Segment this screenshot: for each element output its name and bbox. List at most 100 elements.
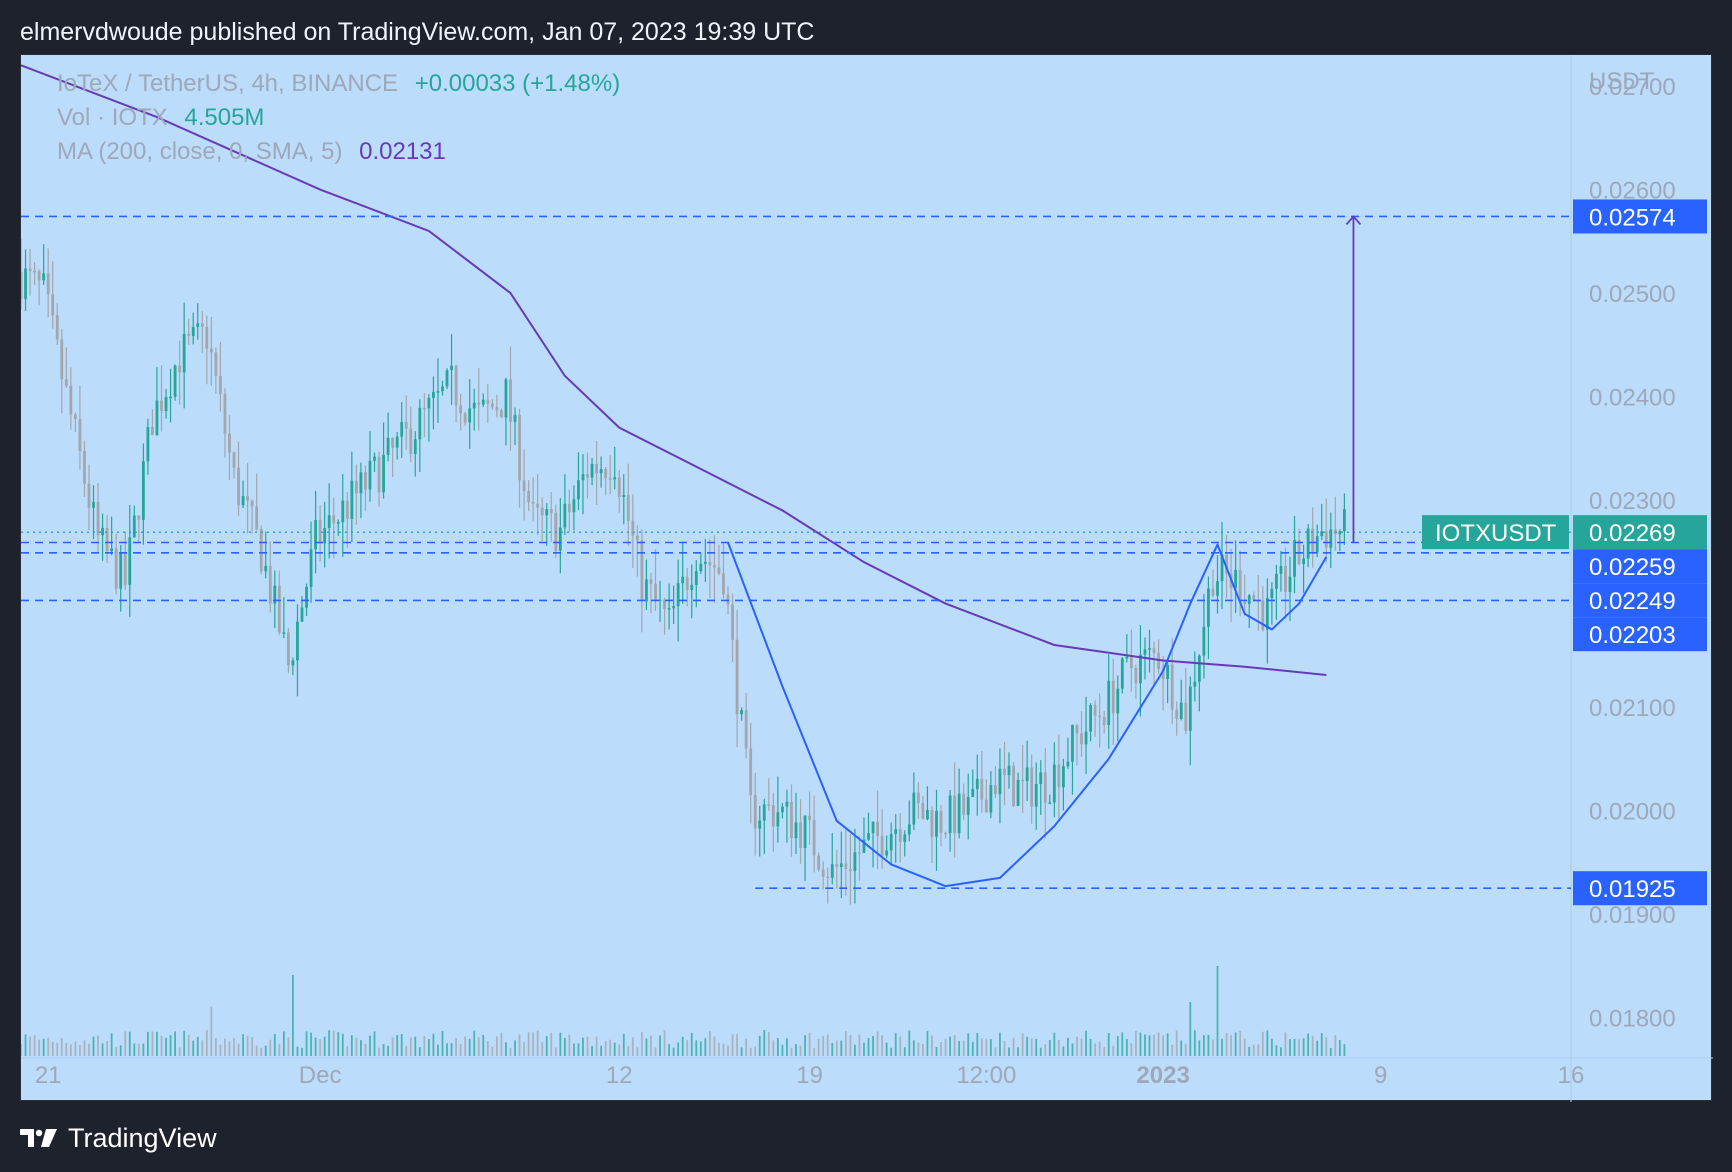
volume-bar — [541, 1042, 544, 1056]
candle-body — [1125, 656, 1129, 659]
volume-bar — [1148, 1035, 1151, 1056]
candle-body — [1007, 765, 1011, 776]
candle-body — [155, 400, 159, 436]
legend-volume-row: Vol · IOTX 4.505M — [57, 103, 264, 133]
volume-bar — [219, 1044, 222, 1056]
volume-bar — [287, 1037, 290, 1056]
candle-body — [1288, 576, 1292, 592]
candle-body — [984, 799, 988, 813]
x-tick-label: 21 — [35, 1062, 62, 1089]
volume-bar — [722, 1043, 725, 1056]
volume-bar — [51, 1041, 54, 1056]
volume-bar — [97, 1035, 99, 1056]
candle-body — [255, 506, 259, 530]
volume-bar — [83, 1040, 86, 1056]
candle-body — [907, 824, 911, 835]
candle-body — [373, 456, 376, 461]
candle-body — [1279, 565, 1283, 574]
candle-body — [377, 456, 381, 493]
candle-body — [69, 385, 73, 415]
volume-bar — [42, 1038, 45, 1056]
volume-bar — [840, 1040, 843, 1056]
volume-bar — [1067, 1037, 1069, 1056]
volume-bar — [659, 1035, 661, 1056]
volume-bar — [233, 1038, 235, 1056]
volume-bar — [364, 1043, 367, 1056]
candle-body — [794, 822, 798, 839]
volume-bar — [1184, 1043, 1187, 1056]
volume-bar — [795, 1044, 797, 1056]
candle-body — [699, 563, 703, 572]
candle-body — [1111, 680, 1115, 714]
level-price-tag-label: 0.02249 — [1589, 588, 1676, 615]
volume-bar — [1103, 1047, 1106, 1056]
symbol-tag-label: IOTXUSDT — [1435, 520, 1557, 547]
candle-body — [1220, 554, 1224, 582]
volume-bar — [1293, 1039, 1296, 1056]
candle-body — [28, 268, 32, 271]
volume-bar — [119, 1045, 122, 1056]
candle-body — [169, 396, 172, 399]
volume-bar — [618, 1044, 621, 1056]
footer-brand-label: TradingView — [68, 1122, 217, 1153]
candle-body — [459, 405, 463, 414]
volume-bar — [133, 1043, 136, 1056]
volume-bar — [808, 1032, 811, 1056]
volume-bar — [396, 1035, 399, 1056]
candle-body — [382, 454, 385, 493]
volume-bar — [790, 1047, 793, 1056]
candle-body — [400, 421, 404, 437]
candle-body — [1057, 764, 1061, 788]
last-price-tag — [1573, 515, 1707, 550]
legend-change: +0.00033 (+1.48%) — [414, 70, 621, 97]
volume-bar — [690, 1032, 693, 1056]
volume-bar — [1116, 1036, 1119, 1056]
volume-bar — [1334, 1035, 1337, 1056]
candle-body — [781, 806, 784, 813]
candle-body — [867, 832, 870, 840]
candle-body — [1143, 649, 1147, 655]
volume-bar — [980, 1038, 983, 1056]
volume-bar — [1207, 1034, 1210, 1056]
candle-body — [744, 710, 748, 749]
legend-volume-value: 4.505M — [184, 104, 265, 131]
candle-body — [490, 403, 494, 408]
candle-body — [33, 270, 36, 273]
candle-body — [1170, 664, 1174, 710]
candle-body — [726, 594, 730, 605]
x-tick-label: Dec — [299, 1062, 342, 1089]
candle-body — [522, 480, 526, 492]
y-tick-label: 0.02300 — [1589, 488, 1676, 515]
volume-bar — [246, 1035, 249, 1056]
candle-body — [957, 793, 961, 834]
volume-bar — [1270, 1038, 1273, 1056]
volume-bar — [1189, 1002, 1192, 1056]
x-tick-label: 12 — [606, 1062, 633, 1089]
volume-bar — [33, 1035, 36, 1056]
volume-bar — [917, 1042, 920, 1056]
volume-bar — [500, 1032, 503, 1056]
volume-bar — [178, 1047, 181, 1056]
price-chart[interactable]: 0.027000.026000.025000.024000.023000.022… — [21, 55, 1713, 1102]
candle-body — [164, 397, 168, 412]
candle-body — [930, 810, 934, 837]
volume-bar — [455, 1037, 457, 1056]
candle-body — [1166, 664, 1170, 679]
volume-bar — [881, 1035, 884, 1056]
footer-brand[interactable]: TradingView — [20, 1122, 217, 1154]
candle-body — [92, 501, 95, 508]
candle-body — [1152, 648, 1156, 653]
candle-body — [137, 515, 141, 520]
volume-bar — [1193, 1030, 1196, 1056]
candle-body — [703, 561, 707, 564]
candle-body — [994, 785, 997, 795]
volume-bar — [196, 1036, 199, 1056]
candle-body — [264, 565, 268, 572]
candle-body — [1093, 705, 1097, 716]
candle-body — [1102, 717, 1106, 726]
volume-bar — [1021, 1033, 1024, 1056]
volume-bar — [210, 1006, 213, 1056]
volume-bar — [409, 1037, 412, 1056]
chart-frame[interactable]: 0.027000.026000.025000.024000.023000.022… — [20, 54, 1713, 1102]
candle-body — [1302, 558, 1306, 565]
